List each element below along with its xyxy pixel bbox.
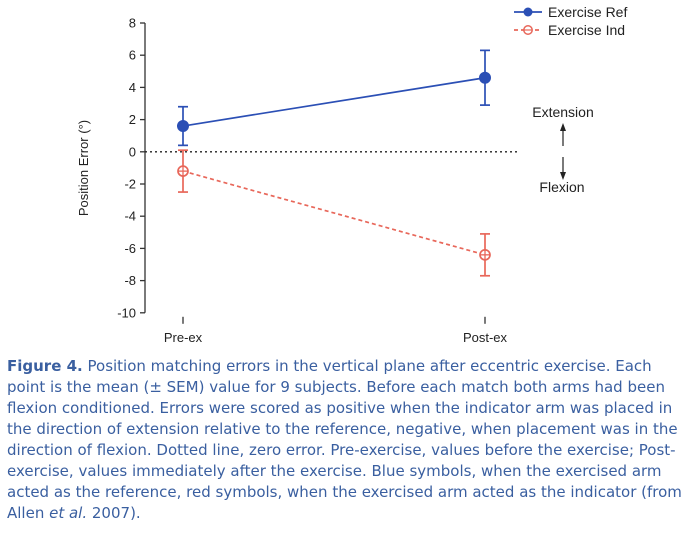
axes: 8 6 4 2 0 -2 -4 -6 -8 -10 Position Error (°) Pre-ex… <box>76 16 508 345</box>
extension-label: Extension <box>532 104 593 120</box>
caption-etal: et al. <box>49 504 88 522</box>
caption-text-end: 2007). <box>87 504 141 522</box>
flexion-arrow-head <box>560 172 566 180</box>
figure-caption: Figure 4. Position matching errors in th… <box>7 356 683 524</box>
y-tick-label: 8 <box>129 16 136 31</box>
extension-arrow-head <box>560 123 566 131</box>
series-line-0 <box>182 76 486 127</box>
y-tick-label: -2 <box>124 177 136 192</box>
legend: Exercise Ref Exercise Ind <box>514 4 627 38</box>
caption-text: Position matching errors in the vertical… <box>7 357 682 522</box>
x-tick-label: Pre-ex <box>164 330 203 345</box>
data-point <box>177 120 189 133</box>
y-tick-label: 2 <box>129 112 136 127</box>
y-tick-label: -6 <box>124 241 136 256</box>
annotations: Extension Flexion <box>532 104 593 195</box>
y-tick-label: 0 <box>129 144 136 159</box>
chart: 8 6 4 2 0 -2 -4 -6 -8 -10 Position Error (°) Pre-ex… <box>76 4 627 345</box>
flexion-label: Flexion <box>539 179 584 195</box>
y-axis-title: Position Error (°) <box>76 120 91 216</box>
y-tick-label: 4 <box>129 80 136 95</box>
legend-label-0: Exercise Ref <box>548 4 627 20</box>
series-line-1 <box>182 170 486 256</box>
figure-label: Figure 4. <box>7 357 83 375</box>
data-point <box>479 71 491 84</box>
y-tick-label: -8 <box>124 273 136 288</box>
legend-label-1: Exercise Ind <box>548 22 625 38</box>
y-tick-label: -10 <box>117 305 136 320</box>
legend-marker <box>523 7 533 17</box>
x-tick-label: Post-ex <box>463 330 508 345</box>
y-tick-label: -4 <box>124 209 136 224</box>
y-tick-label: 6 <box>129 48 136 63</box>
chart-marks <box>145 49 518 277</box>
